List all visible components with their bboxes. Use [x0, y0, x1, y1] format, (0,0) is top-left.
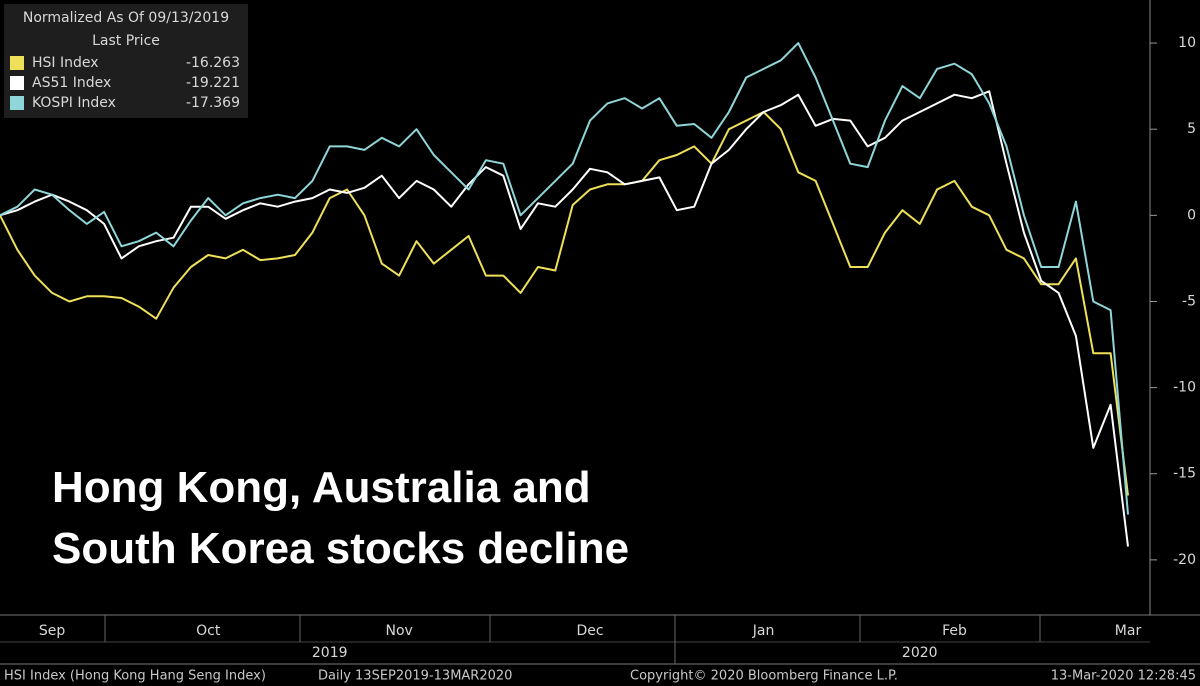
series-line	[0, 111, 1129, 496]
legend-value: -19.221	[186, 75, 240, 91]
x-year-label: 2020	[902, 645, 938, 661]
y-tick-label: -15	[1173, 466, 1196, 482]
legend-label: HSI Index	[32, 55, 99, 71]
y-tick-label: 5	[1187, 121, 1196, 137]
y-tick-label: -5	[1182, 293, 1196, 309]
month-separators	[104, 615, 1041, 664]
y-tick-label: -10	[1173, 380, 1196, 396]
legend-value: -16.263	[186, 55, 240, 71]
footer-timestamp: 13-Mar-2020 12:28:45	[1051, 669, 1196, 684]
x-tick-label: Dec	[576, 623, 603, 639]
x-year-label: 2019	[312, 645, 348, 661]
x-tick-label: Sep	[39, 623, 66, 639]
legend-swatch	[10, 56, 24, 70]
footer-copyright: Copyright© 2020 Bloomberg Finance L.P.	[630, 669, 898, 684]
x-tick-label: Mar	[1115, 623, 1142, 639]
legend-value: -17.369	[186, 95, 240, 111]
annotation: South Korea stocks decline	[52, 524, 629, 573]
x-tick-label: Jan	[752, 623, 775, 639]
legend-title: Normalized As Of 09/13/2019	[23, 10, 229, 26]
x-tick-label: Feb	[942, 623, 967, 639]
x-tick-label: Oct	[196, 623, 221, 639]
annotation: Hong Kong, Australia and	[52, 463, 591, 512]
x-tick-label: Nov	[385, 623, 412, 639]
series-line	[0, 90, 1129, 547]
y-tick-label: 0	[1187, 207, 1196, 223]
footer-security: HSI Index (Hong Kong Hang Seng Index)	[4, 669, 266, 684]
legend-swatch	[10, 76, 24, 90]
y-tick-label: 10	[1178, 35, 1196, 51]
y-tick-label: -20	[1173, 552, 1196, 568]
legend-swatch	[10, 96, 24, 110]
legend-subtitle: Last Price	[92, 33, 160, 49]
legend-label: KOSPI Index	[32, 95, 116, 111]
legend-label: AS51 Index	[32, 75, 111, 91]
footer-range: Daily 13SEP2019-13MAR2020	[318, 669, 512, 684]
series-line	[0, 42, 1129, 515]
legend-box	[4, 4, 248, 118]
